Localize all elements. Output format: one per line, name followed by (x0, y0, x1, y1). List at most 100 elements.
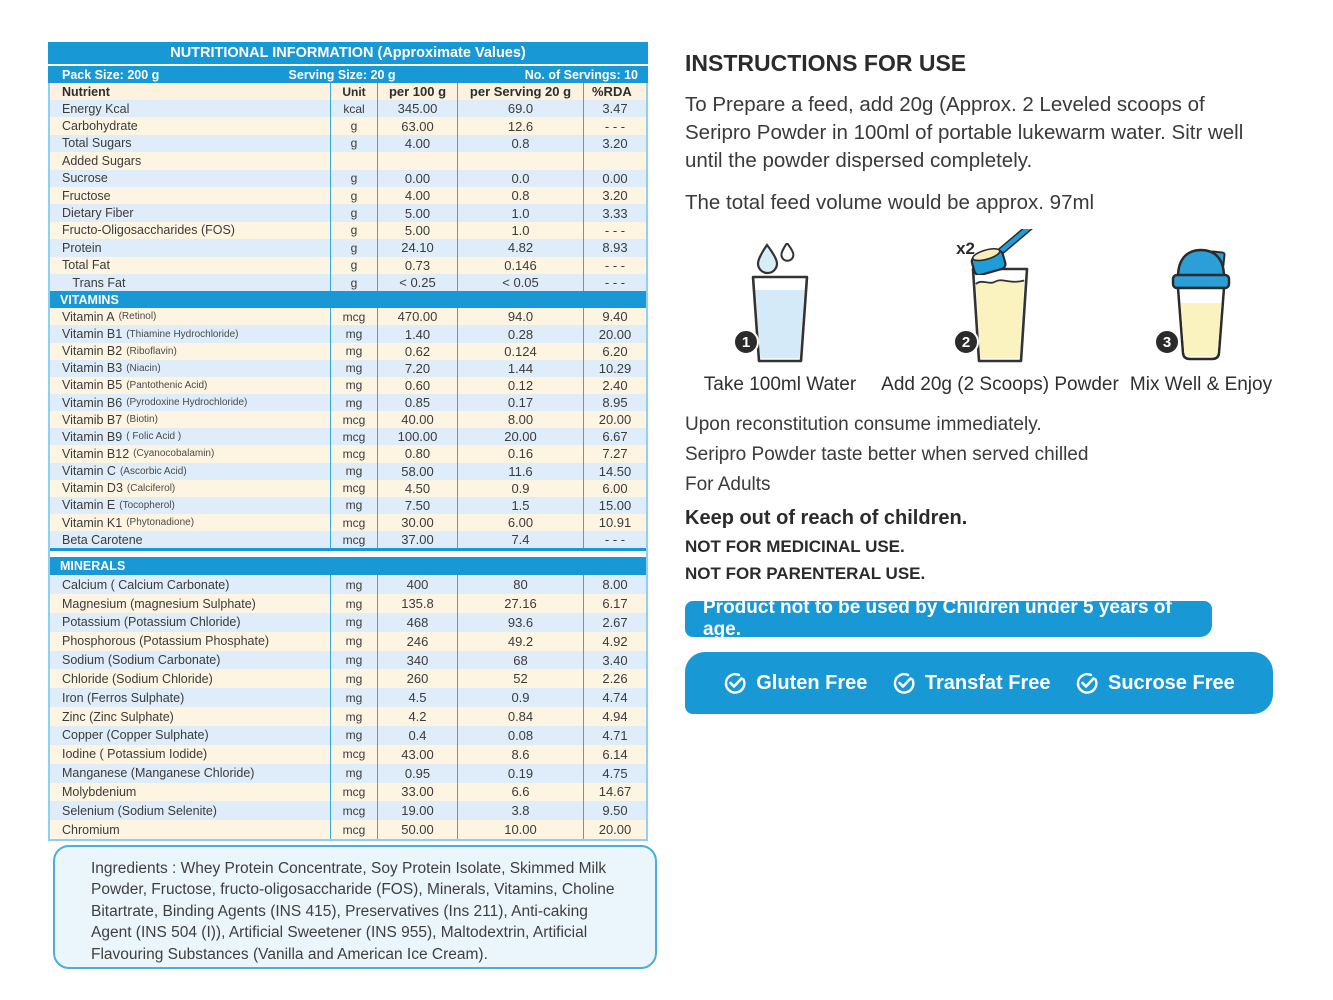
table-row: Vitamin B5 (Pantothenic Acid) mg 0.60 0.1… (50, 376, 646, 394)
table-row: Total Sugars g 4.00 0.8 3.20 (50, 134, 646, 153)
nutrient-unit: g (330, 169, 377, 187)
table-row: Vitamin K1 (Phytonadione) mcg 30.00 6.00 … (50, 513, 646, 532)
free-claims-banner: Gluten Free Transfat Free Sucrose (685, 652, 1273, 714)
value-per-serving: 0.124 (457, 342, 583, 360)
table-row: Total Fat g 0.73 0.146 - - - (50, 256, 646, 274)
table-row: Protein g 24.10 4.82 8.93 (50, 239, 646, 257)
value-rda: 6.17 (583, 594, 646, 613)
value-rda: 8.95 (583, 394, 646, 412)
nutrient-unit: g (330, 117, 377, 135)
value-per-100g: 0.4 (377, 726, 457, 745)
table-row: Iodine ( Potassium Iodide) mcg 43.00 8.6… (50, 744, 646, 764)
value-per-serving: 0.17 (457, 394, 583, 412)
nutrient-unit: mg (330, 359, 377, 377)
table-row: Vitamin D3 (Calciferol) mcg 4.50 0.9 6.00 (50, 479, 646, 497)
nutrient-unit: mcg (330, 411, 377, 429)
table-row: Fructo-Oligosaccharides (FOS) g 5.00 1.0… (50, 221, 646, 240)
table-row: Beta Carotene mcg 37.00 7.4 - - - (50, 531, 646, 549)
nutrient-name: Calcium ( Calcium Carbonate) (62, 577, 230, 592)
value-per-serving: 0.0 (457, 169, 583, 187)
table-row: Vitamin B2 (Riboflavin) mg 0.62 0.124 6.2… (50, 342, 646, 360)
claim-badge: Gluten Free (723, 671, 867, 695)
nutrient-unit: mg (330, 612, 377, 632)
nutrition-table: NUTRITIONAL INFORMATION (Approximate Val… (48, 42, 648, 842)
nutrient-unit: g (330, 273, 377, 292)
col-header-unit: Unit (330, 83, 377, 100)
value-per-serving: 0.84 (457, 707, 583, 727)
table-row: Vitamin B1 (Thiamine Hydrochloride) mg 1.… (50, 325, 646, 343)
value-per-serving: 68 (457, 650, 583, 670)
nutrient-unit: mcg (330, 308, 377, 326)
value-rda: - - - (583, 273, 646, 292)
nutrient-unit: g (330, 239, 377, 257)
table-title: NUTRITIONAL INFORMATION (Approximate Val… (48, 42, 648, 64)
value-per-serving: 52 (457, 669, 583, 689)
value-per-100g: 19.00 (377, 801, 457, 821)
value-per-100g: 246 (377, 631, 457, 651)
value-rda: 10.91 (583, 513, 646, 532)
value-per-100g: 4.00 (377, 134, 457, 153)
nutrient-name: Copper (Copper Sulphate) (62, 728, 209, 743)
value-rda: 7.27 (583, 445, 646, 463)
value-rda: 0.00 (583, 169, 646, 187)
nutrient-unit: mg (330, 650, 377, 670)
table-row: Trans Fat g < 0.25 < 0.05 - - - (50, 273, 646, 292)
value-rda: 4.75 (583, 763, 646, 783)
nutrient-name: Total Sugars (62, 136, 132, 151)
table-row: Iron (Ferros Sulphate) mg 4.5 0.9 4.74 (50, 688, 646, 708)
nutrient-unit: mg (330, 575, 377, 595)
value-per-serving: 94.0 (457, 308, 583, 326)
value-per-100g: 0.80 (377, 445, 457, 463)
value-per-serving: 0.16 (457, 445, 583, 463)
value-per-serving: 0.19 (457, 763, 583, 783)
value-per-serving: 7.4 (457, 531, 583, 549)
table-row: Manganese (Manganese Chloride) mg 0.95 0… (50, 763, 646, 783)
claim-badge: Transfat Free (892, 671, 1051, 695)
value-rda: 3.40 (583, 650, 646, 670)
value-per-100g: 33.00 (377, 782, 457, 802)
value-rda: 3.20 (583, 186, 646, 205)
value-per-serving: 11.6 (457, 462, 583, 480)
nutrient-name: Vitamin E (Tocopherol) (62, 498, 175, 513)
table-row: Dietary Fiber g 5.00 1.0 3.33 (50, 204, 646, 222)
instructions-title: INSTRUCTIONS FOR USE (685, 50, 967, 76)
step-take-water: 1 Take 100ml Water (685, 243, 875, 396)
nutrient-unit: mcg (330, 801, 377, 821)
value-rda: 2.26 (583, 669, 646, 689)
value-per-serving: 12.6 (457, 117, 583, 135)
value-per-100g: 468 (377, 612, 457, 632)
value-per-serving: 27.16 (457, 594, 583, 613)
nutrient-name: Trans Fat (62, 275, 126, 290)
nutrient-name: Vitamin B2 (Riboflavin) (62, 344, 177, 359)
value-rda: 8.00 (583, 575, 646, 595)
nutrient-unit: kcal (330, 100, 377, 118)
nutrient-name: Selenium (Sodium Selenite) (62, 803, 217, 818)
value-per-100g: < 0.25 (377, 273, 457, 292)
value-per-serving: 80 (457, 575, 583, 595)
nutrient-name: Potassium (Potassium Chloride) (62, 615, 241, 630)
value-per-serving: 0.9 (457, 479, 583, 497)
table-row: Copper (Copper Sulphate) mg 0.4 0.08 4.7… (50, 726, 646, 745)
value-per-100g (377, 152, 457, 170)
nutrient-name: Added Sugars (62, 153, 142, 168)
nutrient-name: Beta Carotene (62, 532, 143, 547)
value-per-serving: 10.00 (457, 820, 583, 840)
nutrient-name: Vitamin B3 (Niacin) (62, 361, 161, 376)
value-per-100g: 30.00 (377, 513, 457, 532)
table-row: Selenium (Sodium Selenite) mcg 19.00 3.8… (50, 801, 646, 821)
check-circle-icon (725, 672, 746, 694)
nutrient-name: Vitamin K1 (Phytonadione) (62, 515, 195, 530)
table-row: Magnesium (magnesium Sulphate) mg 135.8 … (50, 594, 646, 613)
value-per-100g: 345.00 (377, 100, 457, 118)
table-row: Chloride (Sodium Chloride) mg 260 52 2.2… (50, 669, 646, 689)
check-circle-icon (893, 672, 915, 694)
step-caption: Add 20g (2 Scoops) Powder (881, 374, 1119, 395)
table-row: Vitamib B7 (Biotin) mcg 40.00 8.00 20.00 (50, 411, 646, 429)
value-per-100g: 50.00 (377, 820, 457, 840)
table-row: Energy Kcal kcal 345.00 69.0 3.47 (50, 100, 646, 118)
nutrient-name: Chloride (Sodium Chloride) (62, 671, 213, 686)
nutrient-name: Fructo-Oligosaccharides (FOS) (62, 223, 235, 238)
nutrient-unit: mg (330, 763, 377, 783)
value-rda: 3.33 (583, 204, 646, 222)
